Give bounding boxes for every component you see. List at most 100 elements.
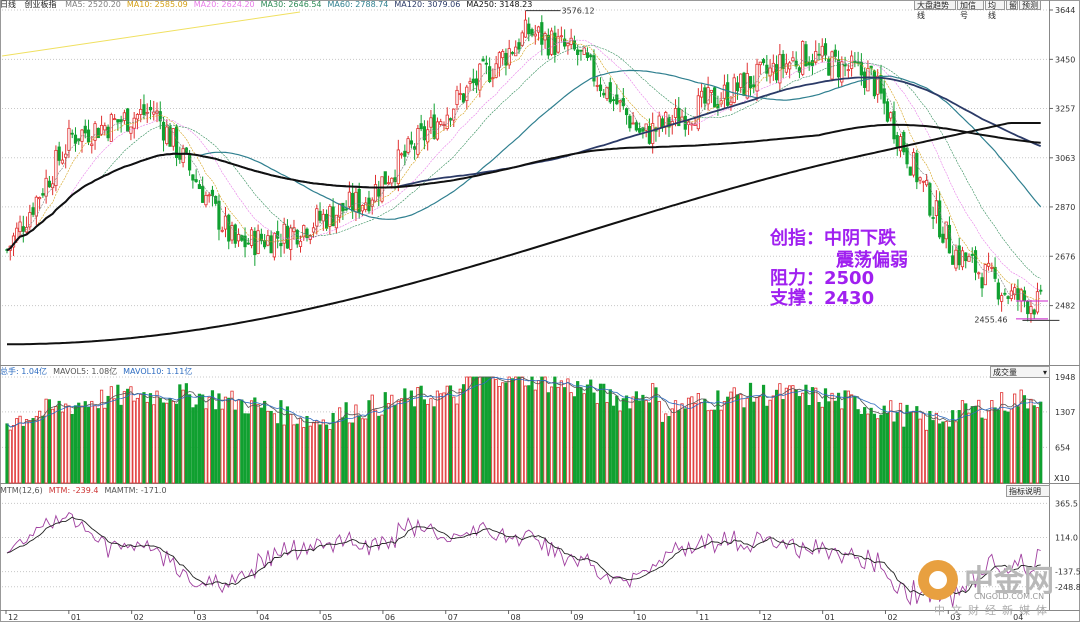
- volume-bar: [377, 415, 381, 484]
- candle-body: [28, 212, 32, 228]
- candle-body: [383, 171, 387, 185]
- volume-bar: [902, 426, 906, 484]
- candle-body: [148, 106, 153, 111]
- volume-bar: [1035, 407, 1040, 484]
- volume-bar: [582, 393, 586, 484]
- ma-line: [6, 44, 1041, 279]
- candle-body: [944, 221, 948, 240]
- volume-bar: [191, 407, 195, 484]
- candle-body: [109, 114, 113, 142]
- volume-bar: [178, 384, 182, 484]
- candle-body: [308, 234, 312, 240]
- candle-body: [905, 147, 909, 165]
- ma-value-label: MA30: 2646.54: [260, 0, 322, 9]
- candle-body: [168, 126, 172, 147]
- volume-bar: [24, 419, 29, 484]
- volume-bar: [621, 398, 625, 484]
- candle-body: [559, 35, 563, 38]
- volume-bar: [843, 390, 847, 484]
- candle-body: [563, 38, 567, 47]
- volume-bar: [109, 386, 113, 484]
- candle-body: [911, 152, 916, 176]
- candle-body: [116, 119, 120, 123]
- volume-bar: [556, 386, 560, 484]
- volume-bar: [755, 396, 759, 484]
- price-tick-label: 3450: [1055, 55, 1075, 64]
- volume-bar: [618, 410, 622, 484]
- candle-body: [807, 61, 811, 66]
- volume-bar: [1022, 395, 1027, 484]
- candle-body: [934, 200, 938, 216]
- ma250-line: [7, 122, 1041, 346]
- candle-body: [99, 124, 104, 135]
- candle-body: [269, 235, 273, 254]
- volume-tick-label: 1948: [1055, 373, 1075, 382]
- volume-bar: [67, 405, 71, 484]
- candle-body: [422, 126, 427, 141]
- keep-button[interactable]: 留: [1006, 0, 1018, 10]
- candle-body: [973, 250, 978, 273]
- volume-bar: [445, 385, 449, 484]
- signal-button[interactable]: 加信号: [957, 0, 984, 20]
- candle-body: [435, 121, 440, 140]
- trend-line-button[interactable]: 大盘趋势线: [914, 0, 956, 20]
- volume-bar: [259, 407, 263, 484]
- volume-bar: [543, 376, 547, 484]
- volume-bar: [44, 398, 48, 484]
- candle-body: [41, 193, 45, 196]
- candle-body: [1019, 289, 1023, 302]
- candle-body: [970, 254, 974, 256]
- volume-bar: [774, 389, 779, 484]
- volume-bar: [863, 407, 867, 484]
- candle-body: [311, 227, 316, 233]
- volume-bar: [1003, 410, 1007, 484]
- volume-bar: [448, 385, 453, 484]
- candle-body: [768, 67, 772, 77]
- volume-bar: [634, 391, 638, 484]
- month-label: 10: [636, 613, 646, 622]
- ma-button[interactable]: 均线: [985, 0, 1005, 20]
- high-value-label: 3576.12: [562, 7, 595, 16]
- candle-body: [47, 180, 51, 188]
- candle-body: [801, 41, 805, 75]
- forecast-button[interactable]: 预测: [1019, 0, 1041, 10]
- candle-body: [889, 112, 893, 119]
- volume-bar: [934, 412, 938, 484]
- volume-bar: [523, 385, 528, 484]
- volume-bar: [426, 403, 430, 484]
- candle-body: [703, 87, 707, 104]
- volume-bar: [491, 376, 495, 484]
- volume-bar: [207, 396, 211, 484]
- volume-bar: [585, 384, 590, 484]
- candle-body: [729, 101, 733, 105]
- candle-body: [595, 85, 599, 87]
- volume-tick-label: 654: [1055, 443, 1070, 452]
- candle-body: [390, 177, 394, 184]
- volume-bar: [334, 421, 338, 484]
- volume-bar: [96, 408, 100, 484]
- candle-body: [426, 129, 430, 143]
- candle-body: [696, 95, 700, 130]
- candle-body: [439, 121, 443, 125]
- candle-body: [1003, 292, 1007, 295]
- candle-body: [908, 166, 912, 176]
- volume-bar: [641, 394, 645, 484]
- volume-bar: [530, 376, 534, 484]
- volume-bar: [941, 421, 945, 484]
- volume-bar: [152, 404, 156, 484]
- volume-bar: [201, 394, 205, 484]
- candle-body: [980, 277, 984, 289]
- candle-body: [295, 229, 299, 245]
- volume-bar: [83, 401, 87, 484]
- candle-body: [158, 111, 162, 122]
- indicator-help-button[interactable]: 指标说明: [1006, 485, 1050, 497]
- volume-bar: [840, 408, 844, 484]
- candle-body: [977, 272, 981, 275]
- indicator-select[interactable]: 成交量 ▾: [990, 366, 1050, 378]
- volume-bar: [344, 402, 348, 484]
- volume-bar: [559, 380, 563, 484]
- candle-body: [706, 87, 710, 105]
- candle-body: [240, 235, 244, 241]
- candle-body: [748, 76, 753, 89]
- volume-bar: [204, 408, 208, 484]
